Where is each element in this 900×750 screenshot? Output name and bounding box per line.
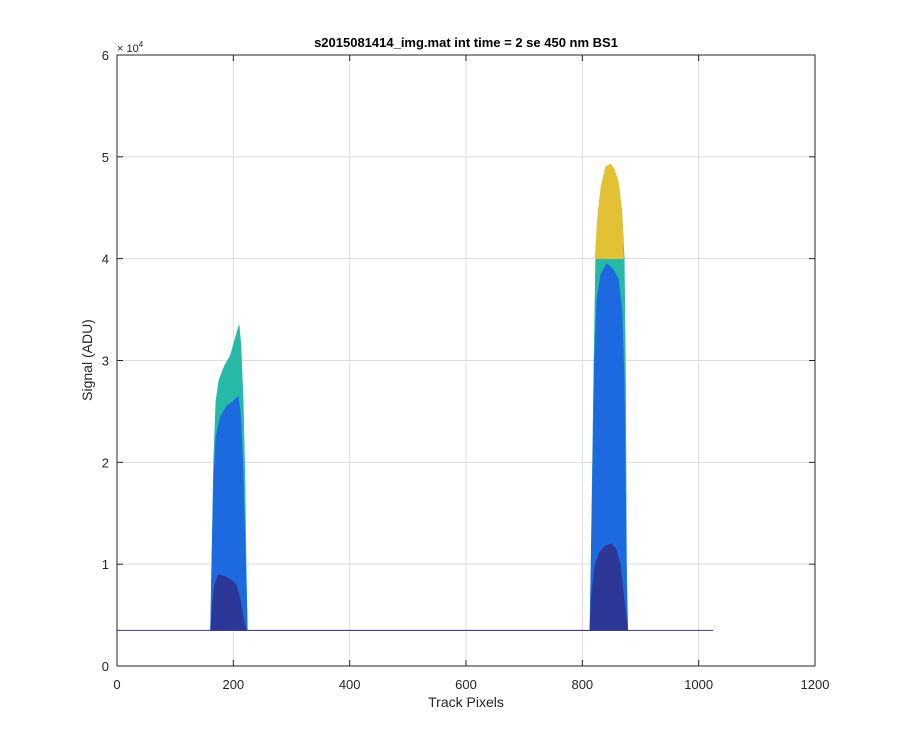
y-tick-label: 3 bbox=[102, 354, 109, 369]
series-area-2 bbox=[210, 263, 628, 631]
x-tick-label: 1000 bbox=[684, 677, 713, 692]
y-exponent-power: 4 bbox=[139, 40, 144, 49]
y-axis-label: Signal (ADU) bbox=[79, 319, 95, 401]
y-tick-label: 5 bbox=[102, 150, 109, 165]
x-tick-label: 600 bbox=[455, 677, 477, 692]
series-layer bbox=[117, 163, 714, 631]
chart-title: s2015081414_img.mat int time = 2 se 450 … bbox=[314, 35, 618, 50]
y-tick-label: 4 bbox=[102, 252, 109, 267]
x-tick-label: 0 bbox=[113, 677, 120, 692]
x-tick-label: 200 bbox=[222, 677, 244, 692]
y-tick-label: 2 bbox=[102, 455, 109, 470]
y-exponent-base: × 10 bbox=[117, 43, 139, 55]
x-axis-label: Track Pixels bbox=[428, 694, 504, 710]
x-tick-label: 1200 bbox=[801, 677, 830, 692]
y-exponent-label: × 104 bbox=[117, 40, 144, 55]
y-tick-label: 1 bbox=[102, 557, 109, 572]
series-area-1 bbox=[594, 163, 624, 259]
y-tick-label: 6 bbox=[102, 48, 109, 63]
x-tick-label: 800 bbox=[571, 677, 593, 692]
y-tick-label: 0 bbox=[102, 659, 109, 674]
series-area-3 bbox=[210, 543, 628, 631]
x-tick-label: 400 bbox=[339, 677, 361, 692]
ticks: 0 200 400 600 800 1000 1200 0 1 2 3 4 5 6 bbox=[102, 48, 830, 692]
